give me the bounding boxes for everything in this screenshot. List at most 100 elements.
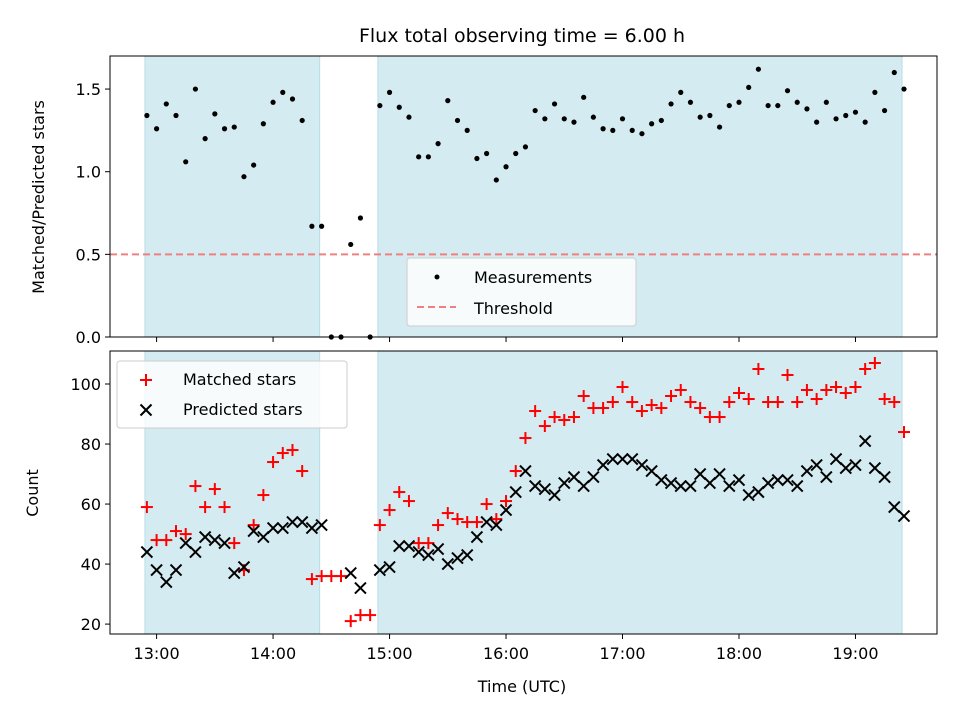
predicted-star-point [305, 521, 319, 535]
matched-star-point [140, 501, 153, 514]
measurement-point [299, 117, 305, 124]
shaded-interval [377, 350, 903, 635]
predicted-legend-x [139, 403, 153, 417]
bottom-y-tick-label: 80 [81, 435, 101, 454]
bottom-y-tick-label: 100 [70, 375, 101, 394]
bottom-y-tick-label: 40 [81, 555, 101, 574]
matched-star-point [713, 411, 726, 424]
top-y-axis-label: Matched/Predicted stars [29, 100, 48, 294]
predicted-star-point [480, 515, 493, 529]
top-panel-frame [109, 55, 938, 338]
matched-star-point [684, 396, 697, 409]
predicted-star-point [490, 518, 503, 532]
predicted-star-point [868, 461, 882, 475]
measurement-point [474, 155, 480, 162]
measurement-point [852, 109, 859, 115]
x-tick-label: 18:00 [716, 644, 762, 663]
bottom-y-tick-label: 20 [81, 615, 101, 634]
measurement-point [396, 104, 402, 110]
measurement-point [542, 116, 548, 122]
measurement-point [775, 102, 781, 109]
measurement-point [241, 174, 247, 180]
matched-star-point [558, 414, 571, 427]
matched-star-point [859, 363, 872, 376]
matched-star-point [228, 537, 241, 550]
measurement-point [532, 107, 538, 114]
predicted-star-point [849, 458, 862, 472]
predicted-stars-legend-marker [139, 403, 153, 417]
matched-star-point [432, 519, 445, 532]
matched-star-point [480, 498, 493, 511]
matched-star-point [451, 513, 464, 526]
measurement-point [649, 121, 655, 127]
measurement-point [639, 131, 645, 137]
matched-star-point [470, 516, 483, 529]
predicted-star-point [247, 524, 260, 538]
shaded-interval [144, 55, 321, 338]
matched-star-point [830, 381, 843, 394]
matched-star-point [490, 513, 503, 526]
matched-star-point [888, 396, 901, 409]
predicted-star-point [150, 563, 163, 577]
measurement-point [716, 124, 723, 130]
x-axis-label: Time (UTC) [477, 677, 566, 696]
x-tick-label: 15:00 [366, 644, 412, 663]
predicted-star-point [626, 452, 639, 466]
measurement-point [658, 117, 664, 124]
measurement-point [891, 69, 897, 76]
measurement-point [814, 119, 820, 125]
top-panel: 0.0 0.5 1.0 1.5 Matched/Predicted stars Mea… [29, 55, 938, 347]
measurement-point [697, 114, 703, 120]
measurement-point [251, 162, 257, 168]
measurement-point [901, 86, 907, 92]
predicted-star-point [645, 464, 658, 478]
measurement-point [736, 99, 742, 105]
measurement-point [881, 107, 888, 114]
predicted-star-point [674, 479, 687, 493]
predicted-star-point [820, 470, 833, 484]
predicted-star-point [266, 521, 280, 535]
predicted-star-point [276, 521, 289, 535]
matched-star-point [597, 402, 610, 415]
predicted-star-point [208, 533, 222, 547]
predicted-star-point [344, 566, 357, 580]
measurement-point [153, 126, 160, 132]
measurement-point [746, 84, 752, 91]
matched-legend-plus [140, 374, 152, 386]
matched-star-point [567, 411, 580, 424]
matched-star-point [519, 432, 532, 445]
matched-star-point [286, 444, 299, 457]
measurement-point [445, 98, 451, 104]
top-y-tick-label: 1.0 [76, 163, 101, 182]
top-y-tick-label: 0.5 [76, 245, 101, 264]
predicted-star-point [723, 479, 736, 493]
measurement-point [571, 119, 577, 125]
bottom-panel: 20 40 60 80 100 13:00 14:00 15:00 16:00 17:00 18:… [23, 350, 938, 696]
count-points [140, 357, 911, 628]
x-tick-label: 14:00 [250, 644, 296, 663]
matched-star-point [820, 384, 833, 397]
matched-star-point [160, 534, 173, 547]
measurement-point [823, 99, 829, 105]
bottom-legend-box [116, 360, 348, 429]
predicted-star-point [257, 530, 270, 544]
predicted-star-point [228, 566, 241, 580]
measurement-point [454, 117, 461, 124]
predicted-star-point [528, 479, 542, 493]
predicted-star-point [888, 500, 901, 514]
predicted-star-point [295, 515, 309, 529]
measurement-point [357, 215, 364, 221]
predicted-star-point [140, 545, 154, 559]
matched-star-point [247, 519, 260, 532]
measurement-point [678, 89, 684, 95]
predicted-star-point [218, 536, 231, 550]
measurement-point [270, 99, 276, 105]
matched-star-point [800, 384, 813, 397]
matched-stars-legend-marker [140, 374, 152, 386]
measurement-point [784, 88, 791, 94]
matched-star-point [548, 411, 561, 424]
bottom-x-axis-ticks: 13:00 14:00 15:00 16:00 17:00 18:00 19:00 [134, 634, 879, 663]
measurement-point [619, 116, 626, 122]
measurement-point [212, 111, 218, 117]
predicted-star-point [519, 464, 532, 478]
